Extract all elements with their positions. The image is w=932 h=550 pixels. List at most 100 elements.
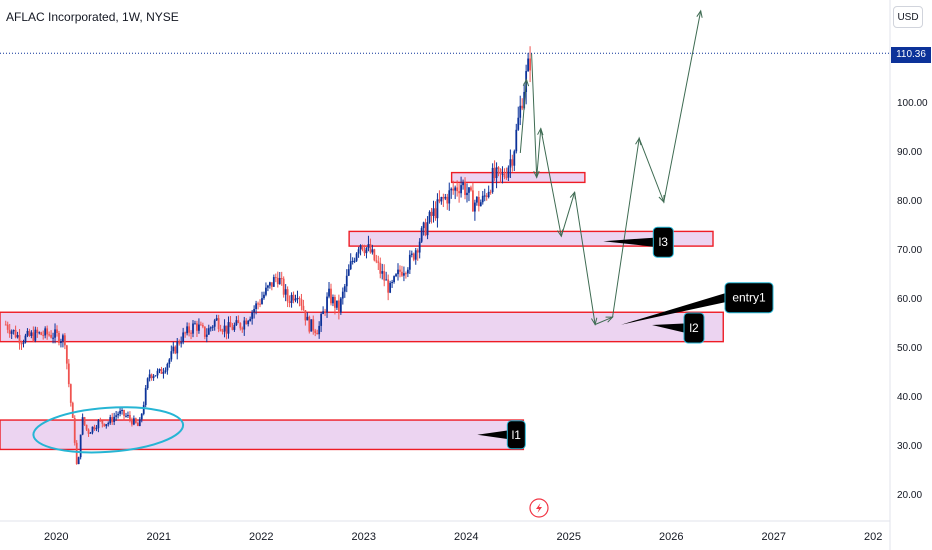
candle-body [213, 320, 216, 327]
lightning-icon[interactable] [529, 498, 549, 518]
candle-body [312, 319, 315, 331]
candle-body [40, 332, 43, 335]
candle-body [284, 289, 287, 295]
candle-body [180, 342, 183, 344]
candle-body [26, 330, 29, 336]
candle-body [56, 329, 58, 333]
candle-body [182, 332, 185, 343]
candle-body [60, 341, 62, 344]
candle-body [395, 274, 397, 277]
candle-body [243, 320, 246, 330]
candle-body [351, 260, 354, 262]
candle-body [113, 416, 116, 423]
arrow-head [696, 9, 703, 18]
candle-body [316, 332, 319, 335]
candle-body [324, 311, 326, 313]
candle-body [470, 187, 472, 191]
x-tick-label: 2025 [556, 531, 581, 543]
candle-body [363, 249, 366, 254]
candle-body [52, 337, 54, 339]
candle-body [444, 196, 447, 199]
candle-body [401, 271, 403, 276]
candle-body [430, 211, 433, 216]
candle-body [373, 249, 376, 261]
y-tick-label: 60.00 [897, 294, 923, 305]
candle-body [6, 324, 9, 330]
candle-body [20, 343, 23, 345]
candle-body [296, 298, 299, 300]
candle-body [361, 245, 364, 250]
candle-body [479, 202, 482, 207]
y-tick-label: 80.00 [897, 196, 923, 207]
candle-body [146, 378, 149, 389]
callout-box [652, 226, 674, 258]
callout-pointer [652, 323, 684, 333]
candle-body [503, 173, 506, 177]
candle-body [267, 285, 269, 288]
candle-body [501, 173, 504, 175]
candle-body [154, 375, 157, 377]
y-tick-label: 100.00 [897, 98, 928, 109]
candle-body [438, 199, 441, 202]
candle-body [71, 402, 74, 418]
candle-body [97, 420, 100, 429]
candle-body [406, 269, 409, 274]
candle-body [422, 222, 425, 229]
candle-body [95, 428, 98, 430]
x-tick-label: 2026 [659, 531, 684, 543]
candle-body [487, 191, 490, 197]
candle-body [403, 273, 405, 276]
candle-body [365, 247, 368, 254]
candle-body [383, 271, 386, 281]
candle-body [270, 282, 273, 287]
candle-body [65, 345, 68, 364]
candle-body [8, 329, 11, 334]
candle-body [310, 319, 313, 332]
arrow-head [569, 190, 576, 200]
candle-body [268, 282, 271, 286]
callout-box [724, 282, 774, 314]
candle-body [288, 301, 291, 303]
candle-body [304, 310, 307, 321]
candle-body [241, 328, 244, 330]
candle-body [211, 326, 214, 328]
y-tick-label: 40.00 [897, 392, 923, 403]
candle-body [466, 192, 468, 196]
arrow-head [591, 317, 598, 326]
arrow-head [533, 170, 540, 179]
candle-body [75, 442, 78, 465]
candle-body [205, 334, 208, 337]
candle-body [286, 289, 289, 302]
candle-body [16, 335, 19, 338]
candle-body [481, 195, 484, 203]
candle-body [483, 195, 486, 197]
candle-body [349, 261, 352, 270]
candle-body [280, 278, 283, 280]
candle-body [282, 278, 285, 295]
candle-body [134, 418, 137, 423]
arrow-head [635, 137, 642, 146]
currency-button[interactable]: USD [893, 6, 923, 28]
arrow-head [605, 316, 614, 323]
candle-body [371, 249, 374, 253]
candle-body [93, 426, 96, 430]
candle-body [330, 288, 332, 304]
candle-body [239, 323, 242, 329]
candle-body [328, 288, 330, 297]
candle-body [103, 423, 106, 427]
candle-body [170, 351, 173, 360]
candle-body [117, 413, 120, 416]
candle-body [231, 327, 234, 330]
candle-body [332, 296, 334, 304]
candle-body [225, 325, 228, 334]
candle-body [485, 195, 488, 197]
candle-body [190, 332, 192, 334]
candle-body [32, 332, 35, 341]
arrow-head [522, 78, 530, 87]
candle-body [426, 222, 429, 236]
candle-body [261, 298, 263, 304]
chart-title: AFLAC Incorporated, 1W, NYSE [6, 10, 179, 24]
callout-label: l2 [689, 321, 699, 335]
candle-body [109, 417, 112, 424]
